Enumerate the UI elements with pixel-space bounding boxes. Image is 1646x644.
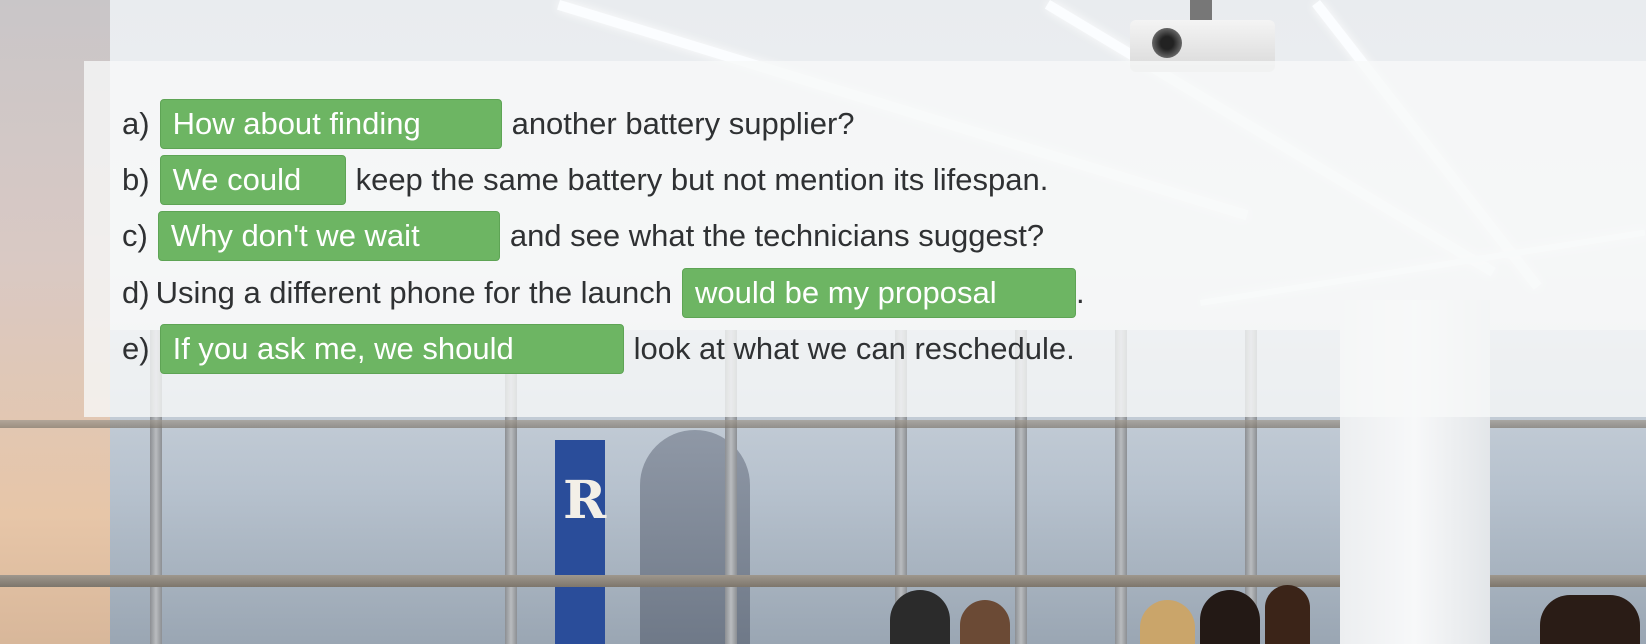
item-text: and see what the technicians suggest?: [509, 218, 1045, 253]
audience-heads: [1540, 595, 1640, 644]
audience-heads: [1140, 600, 1195, 644]
item-label: b): [122, 162, 150, 197]
exercise-item-c: c) Why don't we wait and see what the te…: [122, 211, 1044, 261]
audience-heads: [1200, 590, 1260, 644]
item-text-before: Using a different phone for the launch: [155, 275, 673, 310]
answer-gap[interactable]: We could: [159, 155, 346, 205]
item-label: c): [122, 218, 148, 253]
item-label: d): [122, 275, 150, 310]
item-text: .: [1076, 275, 1085, 310]
item-label: a): [122, 106, 150, 141]
exercise-item-a: a) How about finding another battery sup…: [122, 99, 855, 149]
answer-gap[interactable]: Why don't we wait: [157, 211, 500, 261]
exercise-item-e: e) If you ask me, we should look at what…: [122, 324, 1075, 374]
item-label: e): [122, 331, 150, 366]
audience-heads: [1265, 585, 1310, 644]
audience-heads: [890, 590, 950, 644]
window-transom: [0, 420, 1646, 428]
answer-gap[interactable]: If you ask me, we should: [159, 324, 624, 374]
building-sign: R: [555, 440, 607, 644]
exercise-item-b: b) We could keep the same battery but no…: [122, 155, 1048, 205]
window-transom: [0, 575, 1646, 587]
exercise-item-d: d) Using a different phone for the launc…: [122, 268, 1085, 318]
item-text: keep the same battery but not mention it…: [355, 162, 1049, 197]
sign-letter: R: [563, 470, 607, 531]
item-text: look at what we can reschedule.: [633, 331, 1075, 366]
answer-gap[interactable]: How about finding: [159, 99, 502, 149]
audience-heads: [960, 600, 1010, 644]
item-text: another battery supplier?: [511, 106, 855, 141]
answer-gap[interactable]: would be my proposal: [682, 268, 1077, 318]
